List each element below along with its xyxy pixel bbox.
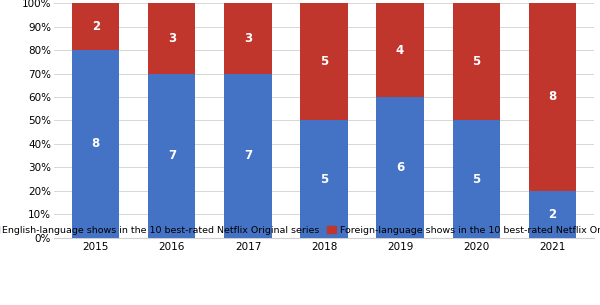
Text: 2: 2 [548, 208, 556, 221]
Text: NETFLIX: NETFLIX [534, 92, 570, 102]
Bar [301, 3, 347, 120]
Text: NETFLIX: NETFLIX [534, 210, 570, 219]
Bar [376, 3, 424, 97]
Text: NETFLIX: NETFLIX [230, 151, 266, 160]
Text: 5: 5 [472, 55, 480, 68]
Text: NETFLIX: NETFLIX [382, 45, 418, 55]
Bar [148, 74, 196, 238]
Bar [301, 120, 347, 238]
Text: NETFLIX: NETFLIX [78, 139, 114, 149]
Text: 7: 7 [244, 149, 252, 162]
Bar [529, 3, 576, 191]
Bar [376, 97, 424, 238]
Text: NETFLIX: NETFLIX [458, 175, 494, 184]
Text: 4: 4 [396, 44, 404, 56]
Bar [72, 50, 119, 238]
Bar [224, 3, 272, 74]
Text: 5: 5 [320, 55, 328, 68]
Text: 3: 3 [168, 32, 176, 45]
Text: NETFLIX: NETFLIX [230, 34, 266, 43]
Text: NETFLIX: NETFLIX [382, 163, 418, 172]
Text: 8: 8 [548, 91, 556, 103]
Text: 3: 3 [244, 32, 252, 45]
Text: 7: 7 [168, 149, 176, 162]
Bar [148, 3, 196, 74]
Bar [529, 191, 576, 238]
Text: NETFLIX: NETFLIX [306, 175, 342, 184]
Text: NETFLIX: NETFLIX [78, 22, 114, 31]
Text: NETFLIX: NETFLIX [154, 34, 190, 43]
Text: NETFLIX: NETFLIX [306, 57, 342, 66]
Bar [452, 3, 500, 120]
Bar [72, 3, 119, 50]
Text: 6: 6 [396, 161, 404, 174]
Text: 5: 5 [320, 173, 328, 186]
Text: 8: 8 [92, 138, 100, 150]
Text: NETFLIX: NETFLIX [154, 151, 190, 160]
Legend: English-language shows in the 10 best-rated Netflix Original series, Foreign-lan: English-language shows in the 10 best-ra… [0, 225, 600, 235]
Text: NETFLIX: NETFLIX [458, 57, 494, 66]
Bar [452, 120, 500, 238]
Text: 2: 2 [92, 20, 100, 33]
Bar [224, 74, 272, 238]
Text: 5: 5 [472, 173, 480, 186]
